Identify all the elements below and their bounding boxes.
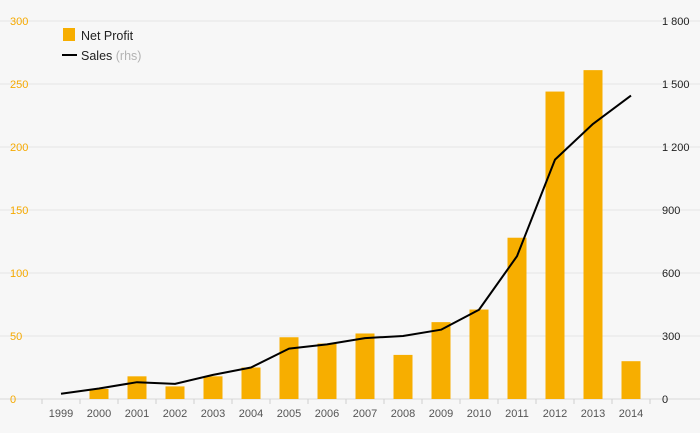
net-profit-bar — [431, 322, 451, 399]
net-profit-bar — [393, 354, 413, 399]
left-tick-label: 100 — [10, 268, 28, 280]
x-tick-label: 2004 — [239, 408, 263, 420]
net-profit-bar — [621, 361, 641, 399]
net-profit-bar — [279, 337, 299, 399]
left-tick-label: 250 — [10, 79, 28, 91]
left-tick-label: 150 — [10, 205, 28, 217]
x-axis: 1999 2000 2001 2002 2003 2004 2005 2006 2007 2008… — [41, 399, 651, 420]
x-tick-label: 2009 — [429, 408, 453, 420]
left-tick-label: 300 — [10, 16, 28, 28]
x-tick-label: 2008 — [391, 408, 415, 420]
x-tick-label: 2014 — [619, 408, 643, 420]
right-tick-label: 600 — [662, 268, 680, 280]
net-profit-bar — [583, 70, 603, 399]
legend-label-net-profit: Net Profit — [81, 29, 134, 43]
legend-label-sales-rhs: (rhs) — [116, 49, 142, 63]
legend-swatch-net-profit — [63, 28, 75, 41]
net-profit-bar — [317, 343, 337, 399]
sales-line — [60, 94, 632, 395]
x-tick-label: 2003 — [201, 408, 225, 420]
right-tick-label: 1 500 — [662, 79, 690, 91]
net-profit-bar — [127, 376, 147, 399]
x-tick-label: 2010 — [467, 408, 491, 420]
x-tick-label: 2011 — [505, 408, 529, 420]
right-tick-label: 300 — [662, 331, 680, 343]
net-profit-bar — [469, 309, 489, 399]
left-tick-label: 200 — [10, 142, 28, 154]
gridlines — [0, 20, 700, 400]
legend-label-sales: Sales (rhs) — [81, 49, 141, 63]
net-profit-bars — [89, 70, 641, 399]
left-tick-label: 50 — [10, 331, 22, 343]
net-profit-bar — [203, 376, 223, 399]
net-profit-bar — [545, 91, 565, 399]
net-profit-bar — [241, 367, 261, 399]
x-tick-label: 2006 — [315, 408, 339, 420]
x-tick-label: 2005 — [277, 408, 301, 420]
net-profit-bar — [355, 333, 375, 399]
net-profit-bar — [507, 237, 527, 399]
net-profit-bar — [165, 386, 185, 399]
right-tick-label: 1 200 — [662, 142, 690, 154]
right-axis-ticks: 0 300 600 900 1 200 1 500 1 800 — [662, 16, 690, 406]
legend: Net Profit Sales (rhs) — [62, 28, 141, 63]
left-tick-label: 0 — [10, 394, 16, 406]
x-tick-label: 2001 — [125, 408, 149, 420]
right-tick-label: 900 — [662, 205, 680, 217]
x-tick-label: 1999 — [49, 408, 73, 420]
net-profit-bar — [89, 388, 109, 399]
x-tick-label: 2012 — [543, 408, 567, 420]
left-axis-ticks: 0 50 100 150 200 250 300 — [10, 16, 28, 406]
right-tick-label: 0 — [662, 394, 668, 406]
x-tick-label: 2013 — [581, 408, 605, 420]
legend-label-sales-name: Sales — [81, 49, 112, 63]
sales-line-layer — [60, 94, 632, 395]
x-tick-label: 2007 — [353, 408, 377, 420]
x-tick-label: 2002 — [163, 408, 187, 420]
x-tick-label: 2000 — [87, 408, 111, 420]
right-tick-label: 1 800 — [662, 16, 690, 28]
